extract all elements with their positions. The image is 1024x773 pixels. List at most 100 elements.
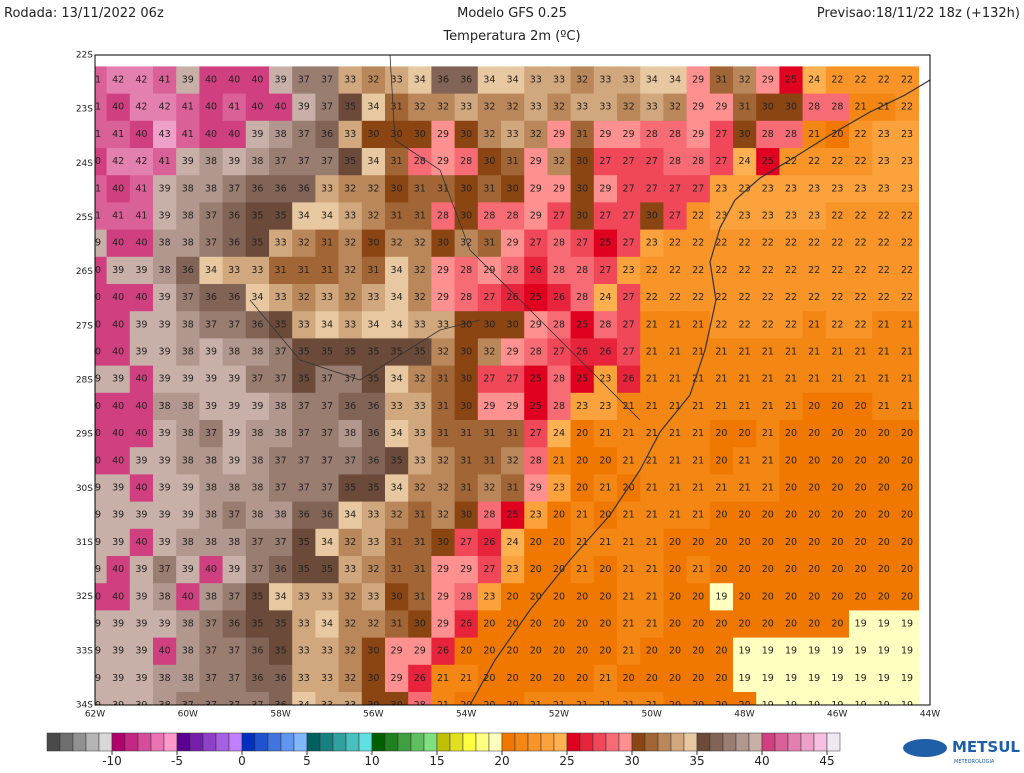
- temp-value: 32: [367, 75, 379, 86]
- temp-cell: [547, 420, 572, 448]
- temp-cell: [501, 202, 525, 231]
- temp-cell: [617, 175, 641, 203]
- temp-cell: [849, 202, 873, 231]
- temp-value: 26: [530, 265, 542, 276]
- temp-value: 27: [623, 238, 635, 249]
- temp-cell: [593, 447, 618, 475]
- temp-cell: [872, 664, 896, 693]
- temp-cell: [338, 338, 363, 367]
- temp-cell: [477, 692, 502, 705]
- temp-cell: [547, 392, 572, 421]
- temp-value: 41: [112, 129, 124, 140]
- temp-value: 20: [692, 537, 704, 548]
- colorbar-box: [644, 732, 659, 752]
- temp-cell: [153, 610, 177, 639]
- temp-value: 28: [669, 129, 681, 140]
- temp-value: 32: [553, 156, 565, 167]
- temp-value: 20: [808, 483, 820, 494]
- temp-value: 20: [669, 564, 681, 575]
- temp-cell: [733, 474, 757, 503]
- temp-cell: [779, 311, 804, 339]
- temp-cell: [640, 637, 664, 666]
- temp-cell: [825, 474, 850, 503]
- temp-cell: [361, 664, 386, 693]
- temp-cell: [825, 256, 850, 285]
- temp-value: 21: [553, 700, 565, 711]
- temp-cell: [95, 66, 108, 95]
- temp-value: 19: [715, 591, 727, 602]
- temp-cell: [222, 583, 247, 611]
- temp-cell: [129, 556, 154, 584]
- temp-value: 33: [298, 673, 310, 684]
- temp-value: 27: [646, 156, 658, 167]
- temp-cell: [825, 148, 850, 176]
- temp-cell: [454, 610, 479, 639]
- temp-cell: [547, 583, 572, 611]
- temp-value: 19: [785, 646, 797, 657]
- temp-value: 39: [159, 347, 171, 358]
- temp-value: 21: [623, 591, 635, 602]
- temp-value: 28: [530, 347, 542, 358]
- temp-cell: [269, 66, 293, 95]
- temp-cell: [245, 528, 270, 557]
- temp-value: 39: [182, 510, 194, 521]
- temp-value: 30: [391, 591, 403, 602]
- temp-value: 37: [298, 428, 310, 439]
- temp-value: 21: [878, 347, 890, 358]
- colorbar-label: 45: [819, 754, 834, 768]
- temp-value: 31: [414, 211, 426, 222]
- temp-cell: [686, 175, 711, 203]
- temp-value: 20: [483, 646, 495, 657]
- colorbar-box: [254, 732, 269, 752]
- temp-cell: [895, 474, 920, 503]
- forecast-label: Previsao:18/11/22 18z (+132h): [817, 6, 1020, 21]
- temp-cell: [338, 556, 363, 584]
- temp-value: 19: [831, 646, 843, 657]
- temp-cell: [269, 528, 293, 557]
- temp-cell: [176, 447, 200, 475]
- colorbar-label: 5: [303, 754, 311, 768]
- temp-cell: [547, 93, 572, 122]
- temp-value: 37: [228, 673, 240, 684]
- temp-value: 21: [692, 319, 704, 330]
- temp-value: 20: [553, 510, 565, 521]
- temp-value: 37: [251, 374, 263, 385]
- temp-value: 22: [739, 319, 751, 330]
- temp-value: 40: [89, 265, 101, 276]
- temp-value: 33: [298, 646, 310, 657]
- temp-value: 30: [391, 183, 403, 194]
- temp-value: 22: [785, 292, 797, 303]
- temp-cell: [245, 556, 270, 584]
- temp-value: 20: [507, 673, 519, 684]
- temp-cell: [292, 284, 316, 312]
- temp-value: 21: [646, 374, 658, 385]
- temp-cell: [709, 256, 734, 285]
- temp-cell: [593, 528, 618, 557]
- temp-value: 38: [159, 591, 171, 602]
- temp-cell: [106, 637, 131, 666]
- temp-cell: [292, 637, 316, 666]
- lon-label: 54W: [456, 710, 476, 720]
- temp-cell: [153, 392, 177, 421]
- temp-cell: [825, 528, 850, 557]
- temp-cell: [733, 338, 757, 367]
- temp-cell: [199, 338, 224, 367]
- temp-value: 40: [112, 183, 124, 194]
- temp-value: 39: [251, 129, 263, 140]
- colorbar-box: [722, 732, 737, 752]
- temp-value: 25: [530, 292, 542, 303]
- temp-cell: [663, 93, 688, 122]
- temp-cell: [222, 175, 247, 203]
- temp-cell: [199, 202, 224, 231]
- temp-value: 27: [669, 211, 681, 222]
- temp-value: 30: [483, 319, 495, 330]
- temp-value: 22: [831, 211, 843, 222]
- temp-value: 35: [344, 102, 356, 113]
- temp-cell: [385, 637, 409, 666]
- temp-cell: [895, 447, 920, 475]
- temp-value: 37: [205, 238, 217, 249]
- temp-cell: [153, 447, 177, 475]
- temp-cell: [524, 311, 548, 339]
- temp-value: 34: [321, 319, 333, 330]
